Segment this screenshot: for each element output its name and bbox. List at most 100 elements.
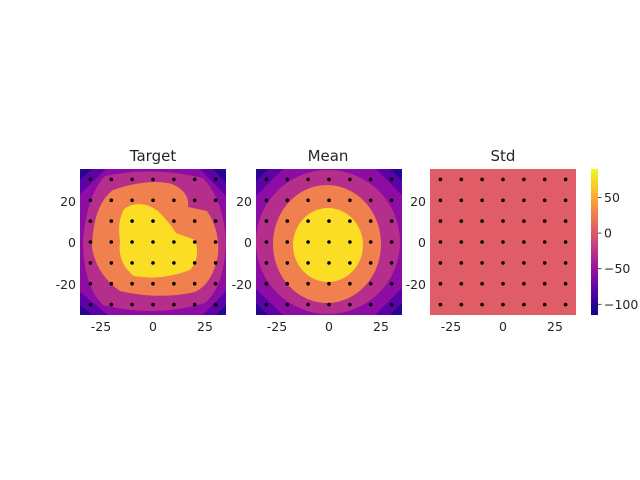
sample-point — [480, 198, 484, 203]
panel-title: Std — [491, 147, 516, 165]
x-tick-label: -25 — [441, 319, 461, 334]
sample-point — [130, 198, 134, 203]
sample-point — [501, 240, 505, 244]
sample-point — [285, 281, 290, 286]
sample-point — [306, 281, 310, 286]
sample-point — [389, 177, 394, 182]
sample-point — [327, 302, 331, 307]
sample-point — [438, 302, 443, 307]
sample-point — [522, 198, 526, 203]
sample-point — [192, 261, 197, 265]
sample-point — [563, 261, 568, 265]
sample-point — [501, 219, 505, 223]
sample-point — [348, 302, 352, 307]
sample-point — [151, 281, 155, 286]
sample-point — [438, 177, 443, 182]
sample-point — [542, 240, 547, 244]
sample-point — [264, 281, 269, 286]
sample-point — [327, 281, 331, 286]
sample-point — [285, 261, 290, 265]
sample-point — [130, 177, 134, 182]
x-ticks-mean: -25 0 25 — [267, 319, 389, 334]
colorbar-tick-label: −100 — [604, 297, 638, 312]
sample-point — [459, 198, 464, 203]
colorbar-ticks: 50 0 −50 −100 — [598, 190, 638, 312]
sample-point — [264, 198, 269, 203]
sample-point — [522, 261, 526, 265]
sample-point — [264, 240, 269, 244]
sample-point — [327, 261, 331, 265]
sample-points-mean — [264, 177, 394, 307]
y-ticks-std: 20 0 -20 — [406, 194, 426, 292]
sample-point — [88, 177, 93, 182]
sample-point — [542, 219, 547, 223]
sample-point — [109, 261, 114, 265]
sample-point — [459, 240, 464, 244]
sample-point — [88, 219, 93, 223]
sample-point — [542, 177, 547, 182]
sample-point — [348, 198, 352, 203]
sample-point — [522, 302, 526, 307]
sample-point — [88, 240, 93, 244]
sample-point — [522, 177, 526, 182]
sample-points-std — [438, 177, 568, 307]
x-tick-label: 25 — [547, 319, 563, 334]
sample-point — [501, 261, 505, 265]
sample-point — [285, 198, 290, 203]
sample-point — [389, 281, 394, 286]
panel-mean: Mean -25 0 25 20 0 -20 — [232, 147, 402, 334]
sample-point — [368, 219, 373, 223]
sample-point — [542, 302, 547, 307]
sample-point — [368, 198, 373, 203]
sample-point — [542, 281, 547, 286]
sample-point — [109, 302, 114, 307]
sample-point — [264, 219, 269, 223]
x-tick-label: -25 — [267, 319, 287, 334]
sample-point — [285, 240, 290, 244]
sample-point — [327, 198, 331, 203]
y-tick-label: 0 — [244, 235, 252, 250]
sample-point — [389, 302, 394, 307]
x-ticks-std: -25 0 25 — [441, 319, 563, 334]
sample-point — [368, 281, 373, 286]
colorbar-tick-label: 50 — [604, 190, 620, 205]
sample-point — [264, 177, 269, 182]
sample-point — [213, 281, 218, 286]
sample-point — [192, 281, 197, 286]
colorbar: 50 0 −50 −100 — [591, 169, 638, 315]
y-tick-label: -20 — [56, 277, 76, 292]
sample-point — [438, 240, 443, 244]
sample-point — [213, 198, 218, 203]
sample-point — [306, 240, 310, 244]
sample-point — [172, 261, 176, 265]
colorbar-tick-label: −50 — [604, 261, 630, 276]
sample-point — [109, 177, 114, 182]
y-tick-label: 20 — [236, 194, 252, 209]
sample-point — [480, 261, 484, 265]
sample-point — [480, 281, 484, 286]
sample-point — [109, 281, 114, 286]
sample-point — [130, 240, 134, 244]
sample-point — [501, 302, 505, 307]
sample-point — [389, 219, 394, 223]
sample-point — [88, 302, 93, 307]
sample-point — [480, 302, 484, 307]
sample-point — [480, 219, 484, 223]
sample-point — [306, 219, 310, 223]
sample-point — [306, 261, 310, 265]
sample-point — [151, 302, 155, 307]
sample-point — [151, 198, 155, 203]
sample-point — [389, 240, 394, 244]
sample-point — [501, 281, 505, 286]
sample-point — [501, 198, 505, 203]
sample-point — [213, 302, 218, 307]
sample-point — [522, 219, 526, 223]
sample-point — [563, 198, 568, 203]
sample-point — [172, 240, 176, 244]
x-tick-label: 0 — [325, 319, 333, 334]
sample-point — [563, 219, 568, 223]
sample-point — [109, 198, 114, 203]
sample-point — [88, 281, 93, 286]
sample-point — [172, 302, 176, 307]
sample-point — [501, 177, 505, 182]
